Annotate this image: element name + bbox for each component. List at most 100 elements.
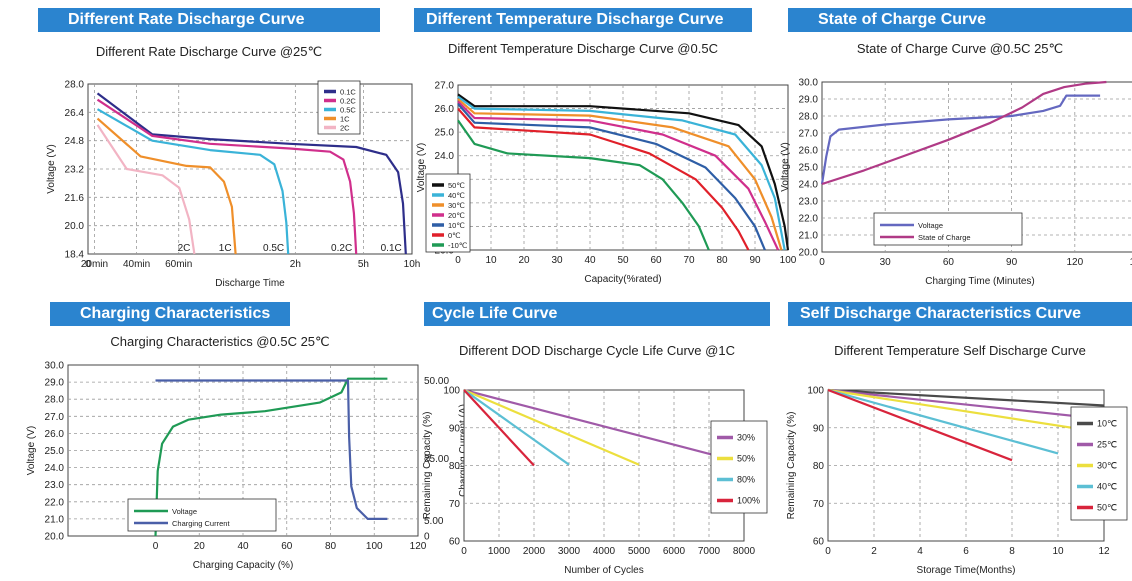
chart-title: Charging Characteristics @0.5C 25℃ — [110, 334, 330, 349]
x-tick-label: 5h — [358, 259, 369, 270]
y2-tick-label: 0 — [424, 532, 430, 543]
y-tick-label: 22.0 — [799, 214, 819, 225]
series-line — [463, 389, 570, 466]
series-line — [463, 388, 745, 464]
y-tick-label: 27.0 — [435, 81, 455, 92]
x-tick-label: 60 — [281, 541, 293, 552]
legend: 30% 50% 80% 100% — [710, 420, 768, 514]
state-of-charge-panel: State of Charge Curve State of Charge Cu… — [780, 8, 1132, 290]
x-tick-label: 5000 — [628, 546, 651, 557]
rate-discharge-panel: Different Rate Discharge Curve Different… — [38, 8, 420, 290]
x-tick-label: 90 — [1006, 257, 1018, 268]
x-tick-label: 60 — [650, 255, 662, 266]
y-tick-label: 27.0 — [799, 129, 819, 140]
x-tick-label: 7000 — [698, 546, 721, 557]
y-tick-label: 30.0 — [799, 78, 819, 89]
x-tick-label: 0 — [825, 546, 831, 557]
series-line — [463, 388, 640, 466]
x-tick-label: 6000 — [663, 546, 686, 557]
y-tick-label: 28.0 — [45, 395, 65, 406]
y-tick-label: 21.0 — [45, 514, 65, 525]
x-tick-label: 90 — [749, 255, 761, 266]
legend-label: 80% — [737, 475, 755, 485]
series-line — [96, 124, 196, 255]
series-line — [827, 388, 1105, 407]
legend-label: 0℃ — [448, 231, 461, 240]
legend-label: State of Charge — [918, 233, 971, 242]
y-tick-label: 23.0 — [799, 197, 819, 208]
y2-tick-label: 5.00 — [424, 516, 444, 527]
x-tick-label: 50 — [617, 255, 629, 266]
legend-box — [317, 80, 361, 135]
series-line — [820, 94, 1101, 185]
y-tick-label: 27.0 — [45, 412, 65, 423]
series-line — [827, 388, 1105, 434]
y-tick-label: 90 — [813, 423, 825, 434]
y-tick-label: 20.0 — [45, 532, 65, 543]
y-tick-label: 24.0 — [435, 151, 455, 162]
legend-box — [873, 212, 1023, 246]
legend-box — [1070, 406, 1128, 521]
x-tick-label: 80 — [325, 541, 337, 552]
y-tick-label: 26.0 — [45, 429, 65, 440]
series-line — [827, 388, 1059, 455]
y-tick-label: 24.0 — [45, 463, 65, 474]
x-axis-label: Discharge Time — [215, 278, 285, 289]
charging-characteristics-panel: Charging Characteristics Charging Charac… — [26, 302, 469, 581]
y2-tick-label: 50.00 — [424, 376, 449, 387]
y-tick-label: 26.0 — [799, 146, 819, 157]
x-tick-label: 80 — [716, 255, 728, 266]
y-axis-label: Voltage (V) — [780, 142, 791, 191]
series-line — [155, 379, 388, 520]
legend: 10℃ 25℃ 30℃ 40℃ 50℃ — [1070, 406, 1128, 521]
x-tick-label: 10h — [404, 259, 421, 270]
legend-label: 100% — [737, 496, 760, 506]
legend-label: 20℃ — [448, 211, 465, 220]
chart-title: Different DOD Discharge Cycle Life Curve… — [459, 343, 735, 358]
legend-label: Voltage — [172, 507, 197, 516]
series-line — [457, 93, 790, 251]
y-tick-label: 26.4 — [65, 108, 85, 119]
x-tick-label: 0 — [153, 541, 159, 552]
legend-label: 10℃ — [1097, 419, 1117, 429]
self-discharge-chart: 60 70 80 90 100 0 2 4 6 8 10 12 Remaining Capacity (… — [786, 386, 1128, 576]
banner: Self Discharge Characteristics Curve — [788, 302, 1132, 326]
y-tick-label: 25.0 — [435, 128, 455, 139]
banner: Different Temperature Discharge Curve — [414, 8, 752, 32]
self-discharge-panel: Self Discharge Characteristics Curve Dif… — [786, 302, 1132, 581]
legend-label: 1C — [340, 115, 350, 124]
x-tick-label: 2h — [290, 259, 301, 270]
legend-label: 50℃ — [1097, 503, 1117, 513]
x-tick-label: 4 — [917, 546, 923, 557]
banner: Different Rate Discharge Curve — [38, 8, 380, 32]
series-line — [154, 377, 388, 537]
y-tick-label: 23.2 — [65, 165, 85, 176]
x-tick-label: 2 — [871, 546, 877, 557]
y-tick-label: 100 — [443, 386, 460, 397]
x-axis-label: Charging Time (Minutes) — [925, 276, 1034, 287]
series-line — [827, 388, 1105, 421]
temperature-discharge-panel: Different Temperature Discharge Curve Di… — [414, 8, 797, 290]
y-tick-label: 25.0 — [799, 163, 819, 174]
x-axis-label: Capacity(%rated) — [584, 274, 661, 285]
x-tick-label: 4000 — [593, 546, 616, 557]
y-tick-label: 80 — [449, 461, 461, 472]
y-axis-label: Voltage (V) — [46, 144, 57, 193]
series-line — [457, 119, 710, 251]
y-tick-label: 24.0 — [799, 180, 819, 191]
chart-title: Different Temperature Discharge Curve @0… — [448, 41, 718, 56]
y-tick-label: 28.0 — [799, 112, 819, 123]
x-axis-label: Number of Cycles — [564, 565, 643, 576]
y-axis-label: Voltage (V) — [26, 426, 37, 475]
x-tick-label: 70 — [683, 255, 695, 266]
x-tick-label: 10 — [485, 255, 497, 266]
x-tick-label: 0 — [455, 255, 461, 266]
y-tick-label: 26.0 — [435, 104, 455, 115]
x-tick-label: 120 — [410, 541, 427, 552]
legend-box — [425, 173, 471, 253]
x-tick-label: 0 — [819, 257, 825, 268]
x-tick-label: 100 — [780, 255, 797, 266]
x-tick-label: 20 — [194, 541, 206, 552]
legend-label: Voltage — [918, 221, 943, 230]
